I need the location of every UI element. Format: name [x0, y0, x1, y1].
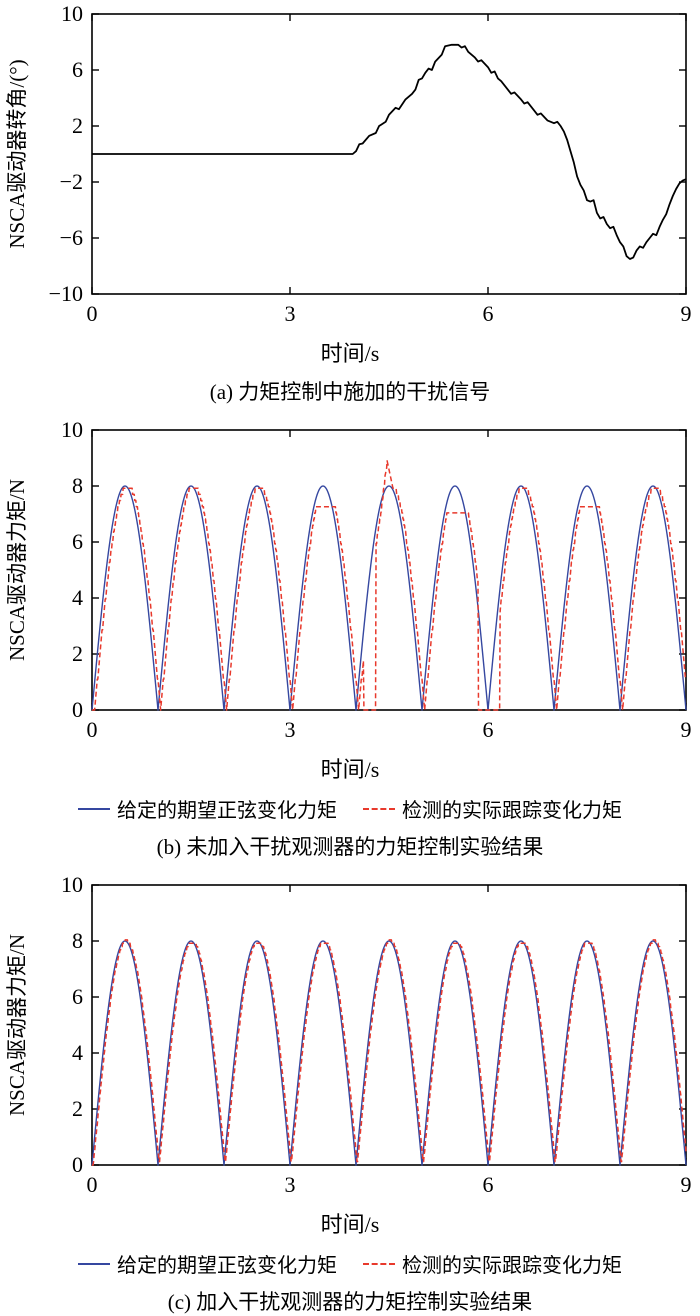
svg-text:NSCA驱动器转角/(°): NSCA驱动器转角/(°) — [5, 59, 29, 248]
svg-text:8: 8 — [72, 928, 83, 953]
svg-text:−10: −10 — [49, 281, 83, 306]
dashed-line-swatch — [363, 1262, 395, 1265]
legend-label-desired: 给定的期望正弦变化力矩 — [117, 800, 337, 822]
svg-text:2: 2 — [72, 1096, 83, 1121]
chart-c-plot-area: 0 3 6 9 0 2 4 6 8 10 NSCA驱动器力矩/N — [0, 875, 700, 1205]
svg-text:3: 3 — [285, 1172, 296, 1197]
chart-a-plot: 0 3 6 9 −10 −6 −2 2 6 10 NSCA驱动器转角/(°) — [5, 4, 692, 326]
chart-c-section: 0 3 6 9 0 2 4 6 8 10 NSCA驱动器力矩/N 时间/s 给定的期望正弦变化力矩 … — [0, 875, 700, 1316]
svg-text:4: 4 — [72, 1040, 83, 1065]
legend-label-actual: 检测的实际跟踪变化力矩 — [402, 1255, 622, 1277]
svg-text:0: 0 — [87, 301, 98, 326]
svg-text:2: 2 — [72, 641, 83, 666]
svg-text:0: 0 — [87, 717, 98, 742]
legend-item-actual: 检测的实际跟踪变化力矩 — [363, 794, 622, 823]
svg-text:10: 10 — [61, 420, 83, 442]
chart-b-plot-area: 0 3 6 9 0 2 4 6 8 10 NSCA驱动器力矩/N — [0, 420, 700, 750]
solid-line-swatch — [78, 1262, 110, 1265]
chart-a-caption: (a) 力矩控制中施加的干扰信号 — [209, 380, 491, 404]
svg-text:NSCA驱动器力矩/N: NSCA驱动器力矩/N — [5, 934, 29, 1116]
legend-item-desired: 给定的期望正弦变化力矩 — [78, 794, 337, 823]
chart-c-xlabel: 时间/s — [320, 1212, 380, 1237]
svg-text:3: 3 — [285, 301, 296, 326]
svg-text:6: 6 — [483, 1172, 494, 1197]
svg-text:8: 8 — [72, 473, 83, 498]
svg-text:0: 0 — [72, 697, 83, 722]
chart-b-caption: (b) 未加入干扰观测器的力矩控制实验结果 — [156, 835, 544, 859]
svg-text:0: 0 — [72, 1152, 83, 1177]
svg-text:10: 10 — [61, 4, 83, 26]
chart-b-legend: 给定的期望正弦变化力矩 检测的实际跟踪变化力矩 — [0, 794, 700, 823]
dashed-line-swatch — [363, 807, 395, 810]
svg-text:6: 6 — [483, 717, 494, 742]
svg-text:9: 9 — [681, 717, 692, 742]
svg-text:6: 6 — [72, 984, 83, 1009]
legend-label-actual: 检测的实际跟踪变化力矩 — [402, 800, 622, 822]
chart-c-legend: 给定的期望正弦变化力矩 检测的实际跟踪变化力矩 — [0, 1249, 700, 1278]
svg-text:6: 6 — [72, 57, 83, 82]
svg-text:0: 0 — [87, 1172, 98, 1197]
svg-text:9: 9 — [681, 1172, 692, 1197]
solid-line-swatch — [78, 807, 110, 810]
legend-label-desired: 给定的期望正弦变化力矩 — [117, 1255, 337, 1277]
svg-text:6: 6 — [483, 301, 494, 326]
svg-text:NSCA驱动器力矩/N: NSCA驱动器力矩/N — [5, 479, 29, 661]
chart-a-section: 0 3 6 9 −10 −6 −2 2 6 10 NSCA驱动器转角/(°) 时间/s (a) 力矩… — [0, 4, 700, 406]
chart-c-plot: 0 3 6 9 0 2 4 6 8 10 NSCA驱动器力矩/N — [5, 875, 692, 1197]
svg-text:3: 3 — [285, 717, 296, 742]
chart-a-plot-area: 0 3 6 9 −10 −6 −2 2 6 10 NSCA驱动器转角/(°) — [0, 4, 700, 334]
chart-b-plot: 0 3 6 9 0 2 4 6 8 10 NSCA驱动器力矩/N — [5, 420, 692, 742]
svg-text:−2: −2 — [60, 169, 83, 194]
svg-text:2: 2 — [72, 113, 83, 138]
legend-item-actual: 检测的实际跟踪变化力矩 — [363, 1249, 622, 1278]
chart-c-caption: (c) 加入干扰观测器的力矩控制实验结果 — [167, 1290, 533, 1314]
svg-text:6: 6 — [72, 529, 83, 554]
chart-b-section: 0 3 6 9 0 2 4 6 8 10 NSCA驱动器力矩/N 时间/s 给定的期望正弦变化力矩 … — [0, 420, 700, 861]
legend-item-desired: 给定的期望正弦变化力矩 — [78, 1249, 337, 1278]
chart-a-xlabel: 时间/s — [320, 341, 380, 366]
svg-text:−6: −6 — [60, 225, 83, 250]
chart-b-xlabel: 时间/s — [320, 757, 380, 782]
svg-text:4: 4 — [72, 585, 83, 610]
svg-text:10: 10 — [61, 875, 83, 897]
svg-text:9: 9 — [681, 301, 692, 326]
